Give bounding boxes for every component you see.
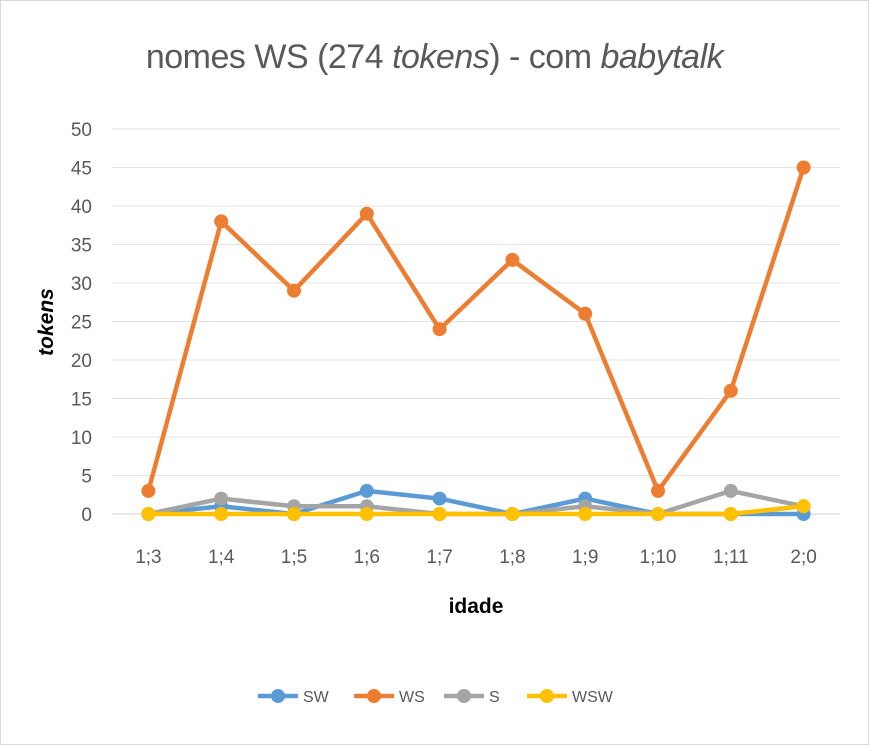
data-point [723,383,738,398]
data-point [651,507,665,521]
legend: SW WS S WSW [258,689,614,706]
y-tick-label: 40 [71,197,92,218]
data-point [651,483,665,498]
title-part: babytalk [600,38,724,76]
y-tick-label: 35 [71,236,92,257]
x-tick-label: 1;5 [281,547,307,568]
y-tick-label: 30 [71,274,92,295]
series-ws [141,160,811,498]
legend-item-sw: SW [258,689,330,706]
data-point [287,283,301,298]
data-point [214,491,229,506]
x-tick-label: 1;6 [354,547,380,568]
legend-marker [457,689,471,703]
legend-label: WS [399,689,425,706]
y-tick-label: 25 [71,313,92,334]
legend-marker [271,689,285,703]
title-part: nomes WS (274 [145,38,393,76]
data-point [432,507,447,521]
data-point [214,214,229,229]
series-lines [141,160,811,521]
series-line [146,504,806,517]
chart-title: nomes WS (274 tokens) - com babytalk [0,38,869,77]
x-tick-label: 2;0 [790,547,816,568]
y-axis-label: tokens [35,288,58,356]
x-tick-label: 1;8 [499,547,525,568]
series-wsw [141,499,811,521]
legend-item-s: S [444,689,500,706]
y-tick-label: 0 [81,505,92,526]
x-tick-label: 1;7 [426,547,452,568]
y-tick-label: 10 [71,428,92,449]
data-point [359,483,374,498]
x-tick-label: 1;10 [640,547,677,568]
legend-label: S [489,689,500,706]
x-tick-label: 1;9 [572,547,598,568]
data-point [723,507,738,521]
legend-marker [540,689,554,703]
data-point [505,507,520,521]
legend-marker [367,689,381,703]
legend-item-ws: WS [354,689,425,706]
x-tick-label: 1;3 [135,547,161,568]
data-point [578,306,593,321]
legend-item-wsw: WSW [527,689,614,706]
data-point [505,252,520,267]
data-point [359,507,374,521]
data-point [578,507,593,521]
title-part: tokens [392,38,490,76]
data-point [723,483,738,498]
data-point [141,483,156,498]
y-tick-label: 5 [81,467,92,488]
series-line [146,165,806,494]
data-point [141,507,156,521]
data-point [287,507,301,521]
x-tick-label: 1;4 [208,547,235,568]
data-point [359,206,374,221]
gridlines [112,128,840,515]
data-point [432,491,447,506]
x-axis-label: idade [449,595,504,618]
data-point [432,322,447,337]
y-tick-label: 20 [71,351,92,372]
data-point [796,160,811,175]
y-tick-label: 50 [71,120,92,141]
x-tick-label: 1;11 [713,547,749,568]
data-point [796,499,811,514]
title-part: ) - com [489,38,601,76]
y-tick-label: 45 [71,159,92,180]
x-tick-labels: 1;3 1;4 1;5 1;6 1;7 1;8 1;9 1;10 1;11 2;0 [135,547,817,568]
data-point [214,507,229,521]
legend-label: SW [303,689,330,706]
y-tick-labels: 0 5 10 15 20 25 30 35 40 45 50 [71,120,92,526]
y-tick-label: 15 [71,390,92,411]
legend-label: WSW [572,689,614,706]
